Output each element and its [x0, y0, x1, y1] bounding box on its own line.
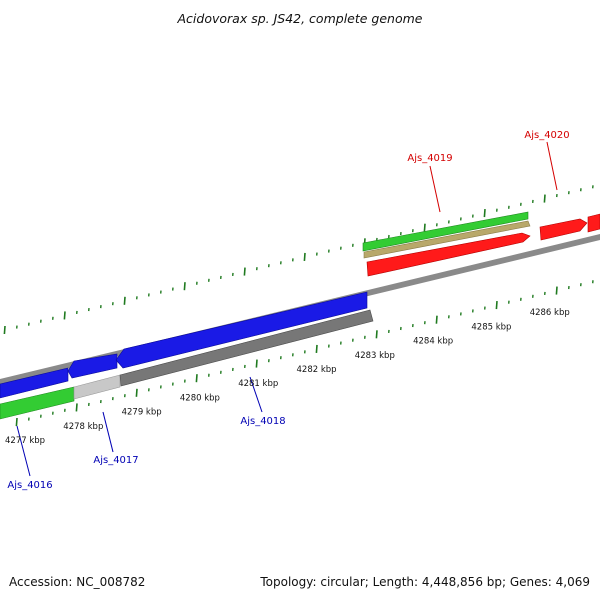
callout-line-ajs-4020: [546, 141, 558, 191]
gene-label-ajs-4016[interactable]: Ajs_4016: [7, 480, 52, 491]
major-tick: [75, 403, 78, 412]
major-tick: [15, 417, 18, 427]
major-tick: [123, 296, 126, 305]
gene-label-ajs-4020[interactable]: Ajs_4020: [524, 130, 569, 141]
major-tick: [3, 325, 6, 335]
major-tick: [315, 344, 318, 354]
callout-line-ajs-4019: [429, 165, 441, 213]
topology-summary: Topology: circular; Length: 4,448,856 bp…: [259, 575, 590, 589]
gene-blue-left[interactable]: [0, 367, 69, 399]
scale-labels: 4277 kbp 4278 kbp 4279 kbp 4280 kbp 4281 kbp…: [5, 308, 570, 446]
gene-blue-long[interactable]: [115, 291, 368, 369]
scale-tick-label: 4282 kbp: [297, 365, 337, 375]
scale-tick-label: 4283 kbp: [355, 351, 395, 361]
gene-label-ajs-4018[interactable]: Ajs_4018: [240, 416, 285, 427]
gene-green-left[interactable]: [0, 386, 75, 420]
scale-tick-label: 4278 kbp: [63, 422, 103, 432]
major-tick: [255, 359, 258, 368]
scale-tick-label: 4280 kbp: [180, 393, 220, 403]
major-tick: [375, 330, 378, 339]
gene-label-ajs-4019[interactable]: Ajs_4019: [407, 153, 452, 164]
gene-ajs-4017[interactable]: [73, 374, 121, 400]
major-tick: [63, 311, 66, 320]
gene-red-forward[interactable]: [366, 232, 531, 277]
outer-tick-track: [3, 185, 594, 335]
major-tick: [543, 194, 546, 203]
callout-line-ajs-4016: [16, 425, 31, 477]
scale-tick-label: 4279 kbp: [122, 408, 162, 418]
gene-ajs-4019-green[interactable]: [362, 211, 529, 252]
gene-ajs-4018[interactable]: [119, 309, 374, 387]
callout-line-ajs-4018: [249, 376, 263, 413]
scale-tick-label: 4284 kbp: [413, 337, 453, 347]
gene-label-ajs-4017[interactable]: Ajs_4017: [93, 455, 138, 466]
scale-tick-label: 4286 kbp: [530, 308, 570, 318]
gene-ajs-4020[interactable]: [539, 218, 588, 241]
inner-tick-track: [15, 280, 594, 427]
gene-ajs-4019-tan[interactable]: [363, 220, 531, 259]
major-tick: [195, 374, 198, 383]
major-tick: [483, 209, 486, 218]
major-tick: [135, 388, 138, 397]
accession-text: Accession: NC_008782: [9, 575, 145, 589]
scale-tick-label: 4285 kbp: [471, 322, 511, 332]
scale-tick-label: 4281 kbp: [238, 379, 278, 389]
major-tick: [183, 282, 186, 291]
callout-line-ajs-4017: [102, 411, 114, 453]
gene-red-edge[interactable]: [587, 213, 600, 233]
scale-tick-label: 4277 kbp: [5, 436, 45, 446]
major-tick: [423, 223, 426, 232]
major-tick: [303, 252, 306, 262]
major-tick: [243, 267, 246, 276]
major-tick: [435, 315, 438, 324]
major-tick: [495, 301, 498, 310]
gene-blue-mid[interactable]: [67, 353, 118, 379]
map-title: Acidovorax sp. JS42, complete genome: [177, 11, 423, 26]
major-tick: [555, 286, 558, 295]
